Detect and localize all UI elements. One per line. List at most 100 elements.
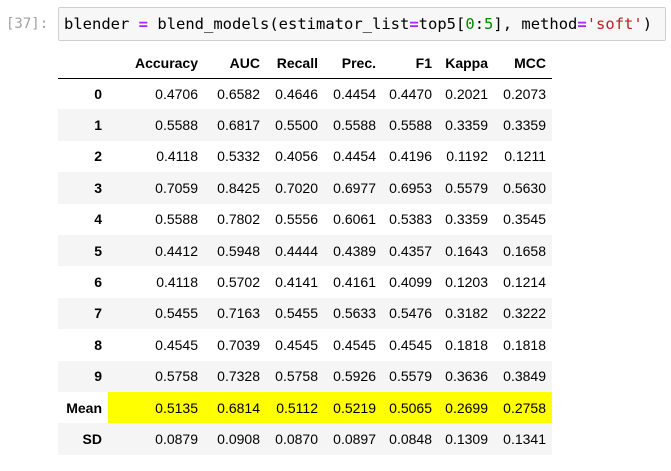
table-cell: 0.5579 [389,368,432,385]
code-string: 'soft' [586,15,643,33]
code-operator: = [577,15,587,33]
table-cell: 0.1341 [503,430,546,447]
table-cell: 0.6953 [389,179,432,196]
table-cell: 0.6977 [333,179,376,196]
table-cell: 0.4545 [155,336,198,353]
column-header-kappa: Kappa [438,48,494,79]
table-cell: 0.1643 [445,242,488,259]
table-row: Mean 0.5135 0.6814 0.5112 0.5219 0.5065 0.2699… [58,391,552,424]
row-index: 7 [94,305,102,322]
code-operator: = [409,15,419,33]
table-cell: 0.4454 [333,148,376,165]
table-cell: 0.7802 [217,211,260,228]
table-cell: 0.0897 [333,430,376,447]
table-cell: 0.5702 [217,274,260,291]
table-cell: 0.4056 [275,148,318,165]
table-row: 3 0.7059 0.8425 0.7020 0.6977 0.6953 0.5579 0.5… [58,172,552,204]
table-cell: 0.4357 [389,242,432,259]
row-index: 6 [94,274,102,291]
code-close-paren: ) [642,15,653,33]
row-index: 3 [94,179,102,196]
code-argument: ], method [493,15,578,33]
table-cell: 0.3222 [503,305,546,322]
table-cell: 0.5588 [333,117,376,134]
table-row: 2 0.4118 0.5332 0.4056 0.4454 0.4196 0.1192 0.1… [58,141,552,172]
row-index: 4 [94,211,102,228]
code-variable: blender [64,15,130,33]
code-argument: top5[ [418,15,466,33]
table-cell: 0.5332 [217,148,260,165]
code-number: 5 [484,15,494,33]
table-cell: 0.5579 [445,179,488,196]
row-index: 9 [94,368,102,385]
row-index: 0 [94,85,102,102]
table-cell: 0.7059 [155,179,198,196]
table-cell: 0.0848 [389,430,432,447]
column-header-index [58,48,108,79]
table-cell: 0.5219 [324,391,382,424]
table-cell: 0.0870 [275,430,318,447]
table-cell: 0.7328 [217,368,260,385]
table-cell: 0.1818 [445,336,488,353]
table-cell: 0.5633 [333,305,376,322]
table-cell: 0.3636 [445,368,488,385]
column-header-f1: F1 [382,48,438,79]
column-header-mcc: MCC [494,48,552,79]
table-cell: 0.5588 [155,211,198,228]
table-cell: 0.1211 [504,148,546,165]
table-cell: 0.4454 [333,85,376,102]
table-cell: 0.3545 [503,211,546,228]
table-cell: 0.5758 [275,368,318,385]
table-cell: 0.1192 [446,148,488,165]
table-cell: 0.1658 [503,242,546,259]
table-cell: 0.3849 [503,368,546,385]
table-cell: 0.3182 [445,305,488,322]
column-header-accuracy: Accuracy [108,48,204,79]
table-cell: 0.1203 [445,274,488,291]
table-cell: 0.4545 [389,336,432,353]
table-cell: 0.5135 [108,391,204,424]
table-body: 0 0.4706 0.6582 0.4646 0.4454 0.4470 0.2021 0.2… [58,78,552,455]
table-row: 6 0.4118 0.5702 0.4141 0.4161 0.4099 0.1203 0.1… [58,266,552,297]
table-cell: 0.3359 [445,211,488,228]
table-row: 7 0.5455 0.7163 0.5455 0.5633 0.5476 0.3182 0.3… [58,297,552,330]
table-cell: 0.7020 [275,179,318,196]
table-row: 1 0.5588 0.6817 0.5500 0.5588 0.5588 0.3359 0.3… [58,109,552,141]
code-operator: = [138,15,149,33]
table-cell: 0.1818 [503,336,546,353]
table-cell: 0.4196 [389,148,432,165]
table-cell: 0.2699 [438,391,494,424]
table-header-row: Accuracy AUC Recall Prec. F1 Kappa MCC [58,48,552,79]
code-number: 0 [465,15,475,33]
table-cell: 0.5500 [275,117,318,134]
table-cell: 0.4545 [275,336,318,353]
table-cell: 0.5588 [389,117,432,134]
table-cell: 0.4118 [156,148,198,165]
table-cell: 0.7163 [217,305,260,322]
table-cell: 0.5630 [503,179,546,196]
row-index: SD [82,430,102,447]
table-cell: 0.7039 [217,336,260,353]
row-index: 1 [94,117,102,134]
table-cell: 0.4141 [275,274,318,291]
table-cell: 0.4706 [155,85,198,102]
column-header-recall: Recall [266,48,324,79]
table-cell: 0.5065 [382,391,438,424]
table-cell: 0.5926 [333,368,376,385]
cell-prompt: [37]: [6,16,49,32]
table-cell: 0.2021 [445,85,488,102]
table-cell: 0.5476 [389,305,432,322]
code-cell-input[interactable]: blender = blend_models(estimator_list=to… [58,7,666,41]
table-row: 4 0.5588 0.7802 0.5556 0.6061 0.5383 0.3359 0.3… [58,204,552,235]
table-cell: 0.5948 [217,242,260,259]
table-cell: 0.0879 [155,430,198,447]
table-cell: 0.2073 [503,85,546,102]
column-header-precision: Prec. [324,48,382,79]
table-cell: 0.4444 [275,242,318,259]
table-cell: 0.5112 [266,391,324,424]
results-table: Accuracy AUC Recall Prec. F1 Kappa MCC 0… [58,48,552,455]
row-index: 2 [94,148,102,165]
table-cell: 0.5758 [155,368,198,385]
table-cell: 0.3359 [445,117,488,134]
column-header-auc: AUC [204,48,266,79]
